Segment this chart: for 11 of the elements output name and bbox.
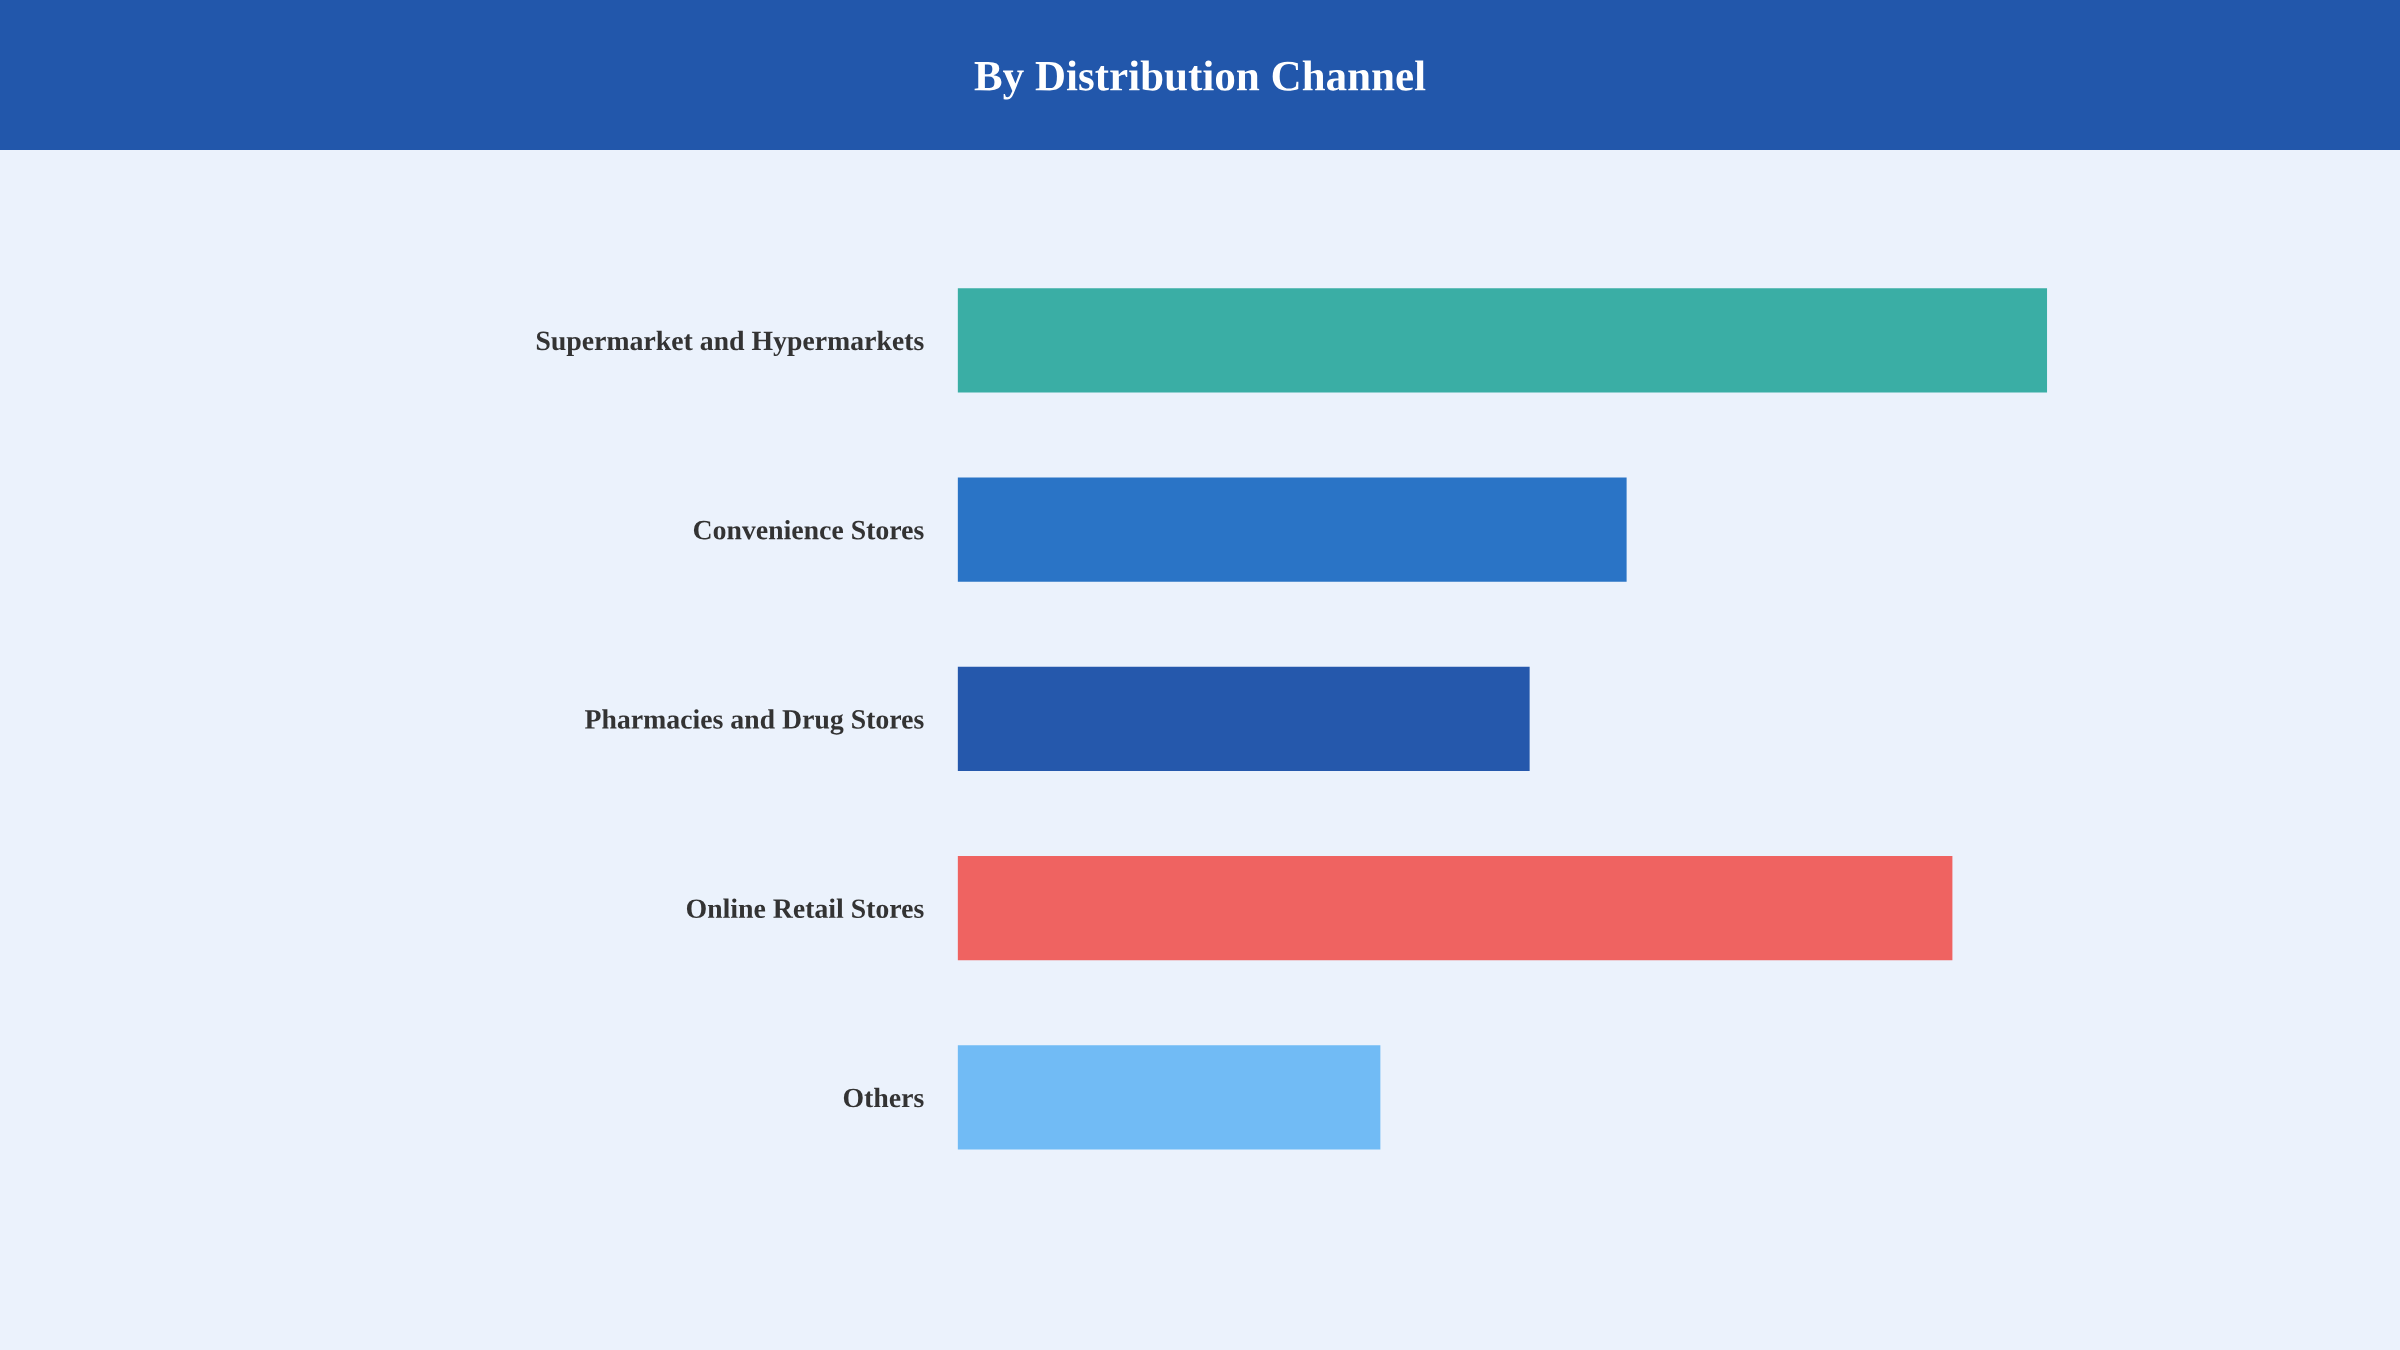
bar [957,288,2048,393]
y-tick-label: Pharmacies and Drug Stores [584,709,924,735]
bar [957,1045,1381,1150]
y-tick-label: Supermarket and Hypermarkets [536,330,924,356]
y-tick-label: Others [843,1087,924,1108]
bar [957,666,1530,771]
bar [957,856,1953,961]
y-tick-label: Convenience Stores [693,519,924,540]
chart-title: By Distribution Channel [974,60,1426,100]
y-tick-label: Online Retail Stores [686,898,924,919]
bar [957,477,1627,582]
